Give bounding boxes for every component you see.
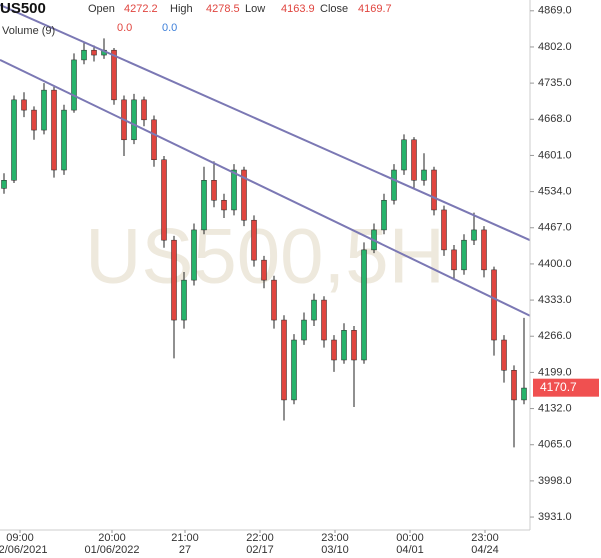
x-tick-label: 22:00 xyxy=(246,532,274,544)
x-tick-label: 20:00 xyxy=(98,532,126,544)
candle-body xyxy=(111,49,117,101)
candle-body xyxy=(251,219,257,261)
candle-body xyxy=(61,109,67,171)
x-tick-label: 21:00 xyxy=(171,532,199,544)
current-price-box xyxy=(533,378,599,397)
candle-body xyxy=(331,339,337,361)
y-tick-label: 3998.0 xyxy=(538,475,572,487)
y-tick-label: 4065.0 xyxy=(538,439,572,451)
candle-body xyxy=(271,279,277,321)
candle-body xyxy=(471,229,477,241)
candle-body xyxy=(1,180,7,189)
candle-body xyxy=(131,99,137,141)
candle-body xyxy=(81,49,87,61)
y-tick-label: 4199.0 xyxy=(538,366,572,378)
candle-body xyxy=(211,180,217,201)
ohlc-value: 4278.5 xyxy=(206,3,240,15)
candle-body xyxy=(311,299,317,321)
candle-body xyxy=(11,99,17,181)
candle-body xyxy=(91,49,97,56)
candle-body xyxy=(71,59,77,111)
x-tick-date: 04/01 xyxy=(396,544,424,556)
candle-body xyxy=(351,330,357,361)
x-tick-date: 02/17 xyxy=(246,544,274,556)
candle-body xyxy=(441,209,447,251)
candle-body xyxy=(431,169,437,211)
candle-body xyxy=(221,199,227,211)
ohlc-label: High xyxy=(170,3,193,15)
x-tick-date: 12/06/2021 xyxy=(0,544,48,556)
x-tick-date: 01/06/2022 xyxy=(84,544,139,556)
y-tick-label: 4400.0 xyxy=(538,258,572,270)
x-tick-date: 03/10 xyxy=(321,544,349,556)
volume-label: Volume (9) xyxy=(2,25,55,37)
candle-body xyxy=(41,89,47,131)
y-tick-label: 4467.0 xyxy=(538,222,572,234)
x-tick-label: 09:00 xyxy=(6,532,34,544)
ohlc-value: 4272.2 xyxy=(124,3,158,15)
candle-body xyxy=(151,119,157,161)
candle-body xyxy=(491,269,497,341)
candle-body xyxy=(391,169,397,201)
x-tick-label: 23:00 xyxy=(471,532,499,544)
candle-body xyxy=(421,169,427,181)
ohlc-value: 4163.9 xyxy=(281,3,315,15)
candle-body xyxy=(291,339,297,401)
ohlc-label: Low xyxy=(245,3,265,15)
candle-body xyxy=(241,169,247,221)
candle-body xyxy=(261,259,267,281)
watermark: US500,5H xyxy=(85,212,445,300)
current-price-label: 4170.7 xyxy=(540,380,577,394)
candle-body xyxy=(461,239,467,271)
candle-body xyxy=(401,139,407,171)
symbol: US500 xyxy=(0,0,46,17)
y-tick-label: 4802.0 xyxy=(538,41,572,53)
candle-body xyxy=(161,159,167,241)
candle-body xyxy=(201,180,207,231)
candle-body xyxy=(381,199,387,231)
candle-body xyxy=(181,279,187,321)
trendline xyxy=(0,3,531,242)
candle-body xyxy=(191,229,197,281)
ohlc-label: Open xyxy=(88,3,115,15)
ohlc-label: Close xyxy=(320,3,348,15)
candle-body xyxy=(21,99,27,111)
ohlc-value: 4169.7 xyxy=(358,3,392,15)
candle-body xyxy=(51,89,57,171)
y-tick-label: 4132.0 xyxy=(538,402,572,414)
volume-value: 0.0 xyxy=(117,22,132,34)
candle-body xyxy=(501,339,507,371)
candle-body xyxy=(341,330,347,361)
x-tick-date: 04/24 xyxy=(471,544,499,556)
candle-body xyxy=(361,249,367,361)
candle-body xyxy=(141,99,147,121)
candle-body xyxy=(281,319,287,401)
y-tick-label: 4534.0 xyxy=(538,186,572,198)
trendline xyxy=(0,59,531,317)
candle-body xyxy=(171,239,177,321)
y-tick-label: 4735.0 xyxy=(538,77,572,89)
candle-body xyxy=(481,229,487,271)
x-tick-label: 00:00 xyxy=(396,532,424,544)
y-tick-label: 4601.0 xyxy=(538,149,572,161)
volume-value: 0.0 xyxy=(162,22,177,34)
y-tick-label: 4333.0 xyxy=(538,294,572,306)
candle-body xyxy=(301,319,307,341)
y-tick-label: 4668.0 xyxy=(538,113,572,125)
candle-body xyxy=(521,387,527,401)
candle-body xyxy=(411,139,417,181)
candle-body xyxy=(31,109,37,131)
candle-body xyxy=(451,249,457,271)
x-tick-label: 23:00 xyxy=(321,532,349,544)
candle-body xyxy=(511,369,517,401)
x-tick-date: 27 xyxy=(179,544,191,556)
y-tick-label: 3931.0 xyxy=(538,511,572,523)
y-tick-label: 4869.0 xyxy=(538,5,572,17)
y-tick-label: 4266.0 xyxy=(538,330,572,342)
candle-body xyxy=(231,169,237,211)
candle-body xyxy=(321,299,327,341)
